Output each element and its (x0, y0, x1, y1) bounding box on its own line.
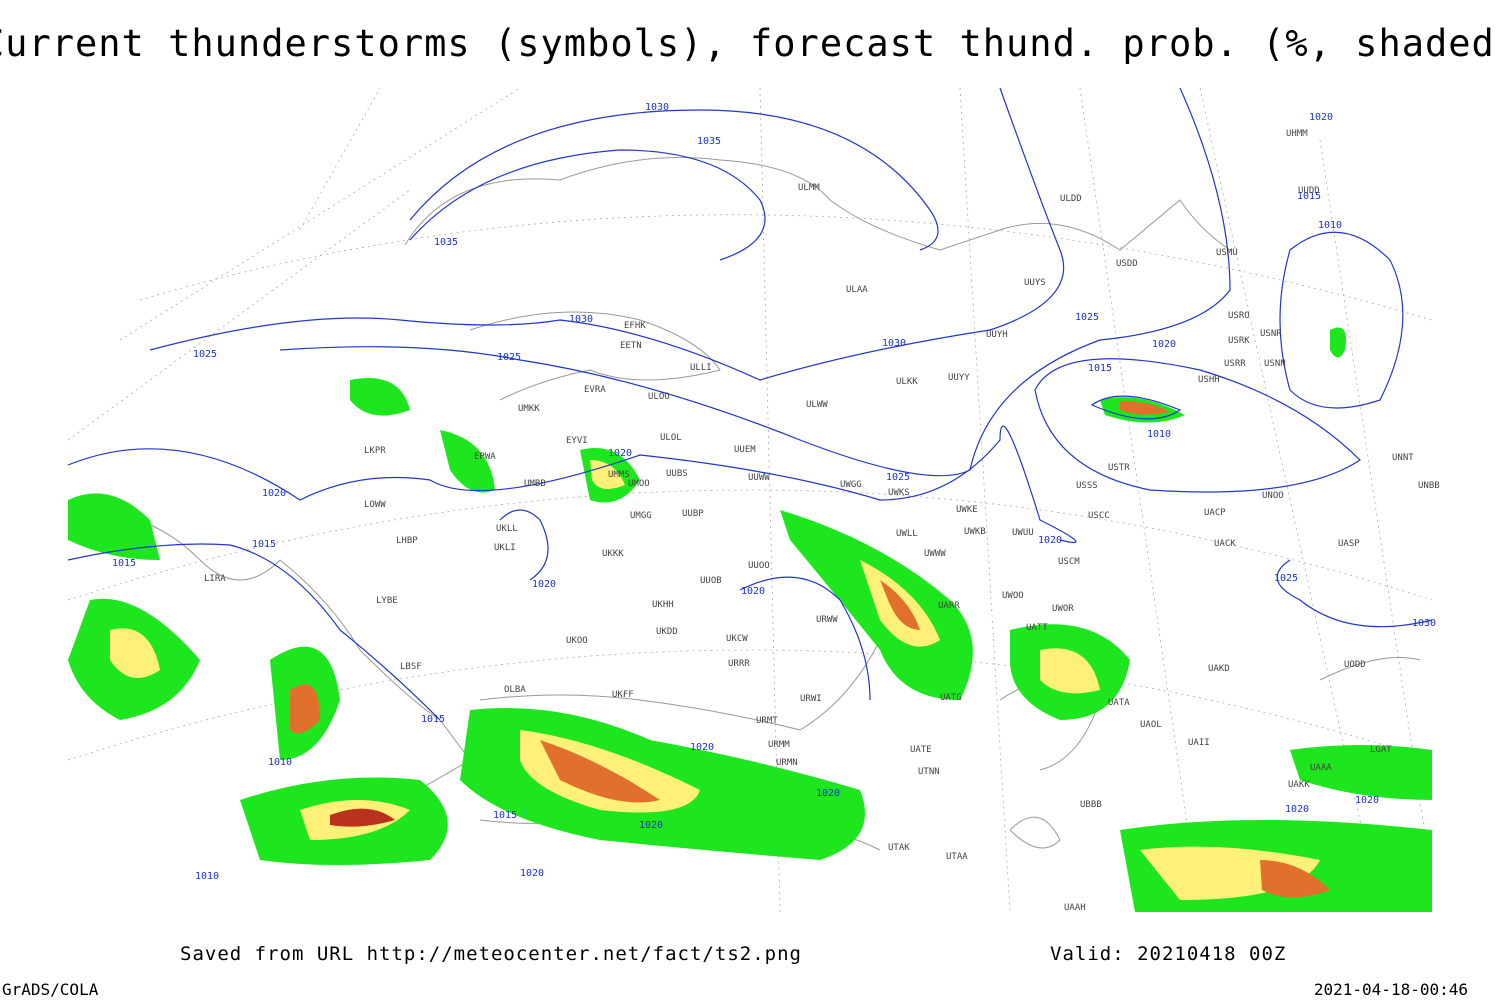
title: Current thunderstorms (symbols), forecas… (0, 22, 1500, 65)
storm-shading (68, 327, 1432, 912)
isobars (67, 87, 1433, 721)
coastlines (67, 157, 1421, 851)
graticule (67, 87, 1433, 913)
